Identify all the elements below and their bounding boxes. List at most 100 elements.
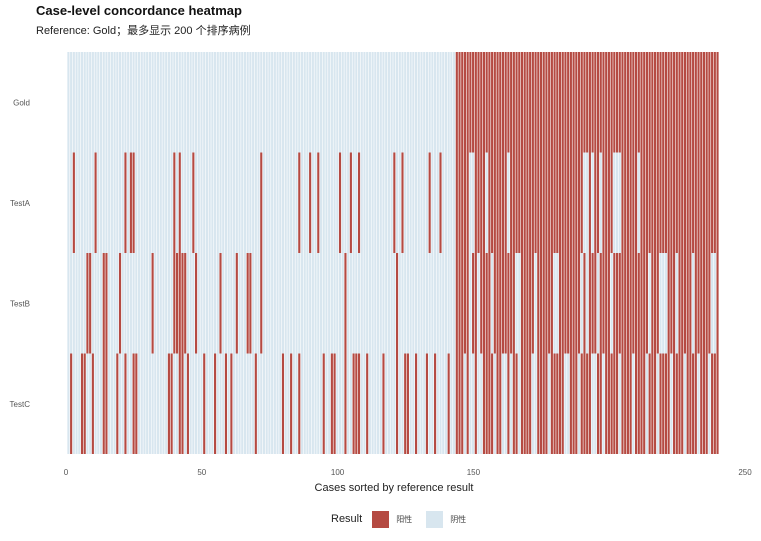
cell-Gold-90 <box>309 52 312 153</box>
cell-TestB-169 <box>523 253 526 354</box>
cell-TestC-149 <box>469 353 472 454</box>
cell-TestC-10 <box>91 353 94 454</box>
cell-TestA-87 <box>300 152 304 253</box>
cell-TestA-52 <box>205 152 208 253</box>
cell-TestC-159 <box>496 353 499 454</box>
cell-TestB-101 <box>338 253 342 354</box>
cell-Gold-187 <box>572 52 575 153</box>
cell-Gold-2 <box>70 52 73 153</box>
x-tick-100: 100 <box>331 468 345 477</box>
cell-TestC-143 <box>453 353 456 454</box>
cell-TestA-180 <box>553 152 556 253</box>
cell-TestB-84 <box>292 253 295 354</box>
cell-TestB-136 <box>434 253 437 354</box>
cell-TestC-109 <box>360 353 363 454</box>
cell-TestC-237 <box>708 353 711 454</box>
cell-TestB-111 <box>366 253 369 354</box>
cell-TestB-59 <box>224 253 228 354</box>
cell-TestC-90 <box>309 353 312 454</box>
cell-TestB-95 <box>322 253 325 354</box>
cell-TestB-71 <box>257 253 260 354</box>
cell-TestB-102 <box>341 253 344 354</box>
cell-TestA-142 <box>450 152 453 253</box>
cell-TestB-182 <box>558 253 562 354</box>
cell-TestC-61 <box>230 353 233 454</box>
cell-TestA-13 <box>99 152 103 253</box>
cell-TestC-80 <box>281 353 285 454</box>
cell-Gold-123 <box>398 52 401 153</box>
cell-TestC-57 <box>219 353 222 454</box>
cell-Gold-103 <box>344 52 347 153</box>
cell-TestB-181 <box>556 253 559 354</box>
cell-TestA-45 <box>186 152 189 253</box>
cell-TestB-228 <box>683 253 687 354</box>
cell-TestC-44 <box>184 353 187 454</box>
cell-TestA-49 <box>197 152 200 253</box>
cell-Gold-136 <box>434 52 437 153</box>
cell-TestA-101 <box>338 152 342 253</box>
cell-TestA-103 <box>344 152 347 253</box>
cell-TestA-116 <box>379 152 382 253</box>
cell-TestB-140 <box>444 253 447 354</box>
cell-TestB-15 <box>105 253 108 354</box>
cell-TestB-179 <box>550 253 553 354</box>
cell-TestB-54 <box>211 253 214 354</box>
x-tick-150: 150 <box>467 468 481 477</box>
cell-TestA-214 <box>645 152 648 253</box>
cell-Gold-3 <box>72 52 75 153</box>
cell-TestB-137 <box>436 253 439 354</box>
cell-TestA-102 <box>341 152 344 253</box>
row-label-TestC: TestC <box>10 400 31 409</box>
cell-TestA-189 <box>577 152 581 253</box>
cell-TestA-33 <box>154 152 157 253</box>
cell-TestB-27 <box>137 253 141 354</box>
cell-TestA-79 <box>279 152 282 253</box>
cell-Gold-77 <box>273 52 276 153</box>
cell-Gold-181 <box>556 52 559 153</box>
cell-Gold-133 <box>425 52 428 153</box>
cell-TestA-15 <box>105 152 108 253</box>
cell-Gold-31 <box>148 52 151 153</box>
cell-Gold-26 <box>135 52 138 153</box>
cell-TestB-10 <box>91 253 94 354</box>
cell-TestB-149 <box>469 253 472 354</box>
cell-TestA-75 <box>268 152 271 253</box>
cell-TestB-170 <box>526 253 529 354</box>
cell-Gold-131 <box>420 52 423 153</box>
cell-TestB-168 <box>520 253 524 354</box>
cell-TestA-83 <box>290 152 293 253</box>
cell-Gold-148 <box>466 52 469 153</box>
chart-title: Case-level concordance heatmap <box>36 3 242 18</box>
cell-TestA-199 <box>605 152 608 253</box>
cell-TestC-126 <box>406 353 409 454</box>
cell-TestB-146 <box>461 253 464 354</box>
cell-TestB-63 <box>235 253 238 354</box>
cell-Gold-228 <box>683 52 687 153</box>
cell-TestA-217 <box>654 152 657 253</box>
cell-TestC-124 <box>401 353 404 454</box>
cell-TestC-79 <box>279 353 282 454</box>
cell-TestB-76 <box>271 253 274 354</box>
cell-Gold-232 <box>694 52 697 153</box>
cell-TestC-186 <box>569 353 572 454</box>
cell-Gold-22 <box>124 52 127 153</box>
cell-TestC-146 <box>461 353 464 454</box>
cell-TestB-161 <box>501 253 505 354</box>
cell-Gold-104 <box>347 52 350 153</box>
cell-TestC-38 <box>167 353 170 454</box>
cell-Gold-142 <box>450 52 453 153</box>
cell-Gold-94 <box>319 52 323 153</box>
cell-Gold-23 <box>127 52 130 153</box>
cell-TestC-192 <box>586 353 589 454</box>
cell-Gold-20 <box>118 52 122 153</box>
cell-TestB-89 <box>306 253 309 354</box>
cell-TestB-188 <box>575 253 578 354</box>
cell-TestA-137 <box>436 152 439 253</box>
cell-TestB-82 <box>287 253 290 354</box>
cell-Gold-67 <box>246 52 249 153</box>
cell-Gold-165 <box>512 52 515 153</box>
cell-TestC-174 <box>537 353 540 454</box>
cell-Gold-150 <box>472 52 475 153</box>
cell-TestB-192 <box>586 253 589 354</box>
cell-TestC-4 <box>75 353 78 454</box>
